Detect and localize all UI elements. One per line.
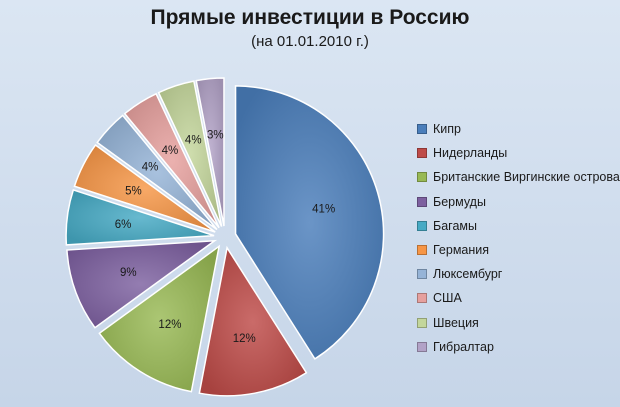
legend-item-3: Британские Виргинские острова	[417, 165, 620, 189]
legend-label-8: США	[433, 291, 462, 306]
pie-slice-7	[96, 114, 218, 231]
legend-item-5: Багамы	[417, 214, 620, 238]
slice-label-6: 5%	[125, 185, 142, 197]
slice-label-3: 12%	[158, 319, 181, 331]
chart-subtitle: (на 01.01.2010 г.)	[251, 33, 369, 50]
legend-item-10: Гибралтар	[417, 335, 620, 359]
legend-item-2: Нидерланды	[417, 141, 620, 165]
legend-swatch-3	[417, 172, 427, 183]
legend-swatch-1	[417, 124, 427, 135]
pie-slice-1	[234, 85, 385, 360]
legend-swatch-7	[417, 269, 427, 280]
legend-swatch-4	[417, 196, 427, 207]
pie-slice-9	[157, 80, 223, 227]
pie-slice-10	[195, 77, 225, 227]
legend-label-3: Британские Виргинские острова	[433, 170, 620, 185]
slice-label-1: 41%	[312, 203, 335, 215]
slice-label-9: 4%	[185, 134, 202, 146]
legend-item-6: Германия	[417, 238, 620, 262]
legend-item-7: Люксембург	[417, 262, 620, 286]
pie-slice-8	[123, 92, 220, 229]
pie-slice-4	[66, 239, 218, 329]
legend-label-4: Бермуды	[433, 194, 486, 209]
legend-item-9: Швеция	[417, 311, 620, 335]
slice-label-8: 4%	[162, 145, 179, 157]
legend-label-10: Гибралтар	[433, 339, 494, 354]
legend-item-8: США	[417, 286, 620, 310]
pie-slice-6	[73, 143, 216, 233]
chart-legend: Кипр Нидерланды Британские Виргинские остр…	[417, 117, 620, 359]
legend-swatch-9	[417, 317, 427, 328]
slice-label-2: 12%	[233, 333, 256, 345]
legend-swatch-8	[417, 293, 427, 304]
legend-label-1: Кипр	[433, 122, 461, 137]
slice-label-5: 6%	[115, 219, 132, 231]
legend-swatch-6	[417, 245, 427, 256]
legend-label-6: Германия	[433, 243, 490, 258]
legend-swatch-5	[417, 220, 427, 231]
slice-label-4: 9%	[120, 267, 137, 279]
legend-swatch-10	[417, 341, 427, 352]
legend-item-4: Бермуды	[417, 190, 620, 214]
pie-slice-3	[98, 244, 221, 393]
legend-label-9: Швеция	[433, 315, 479, 330]
slice-label-10: 3%	[207, 130, 224, 142]
legend-label-7: Люксембург	[433, 267, 503, 282]
legend-label-2: Нидерланды	[433, 146, 508, 161]
legend-label-5: Багамы	[433, 218, 477, 233]
pie-slice-2	[198, 245, 308, 397]
chart-title: Прямые инвестиции в Россию	[150, 6, 470, 29]
pie-slice-5	[65, 188, 215, 246]
slice-label-7: 4%	[142, 162, 159, 174]
legend-swatch-2	[417, 148, 427, 159]
legend-item-1: Кипр	[417, 117, 620, 141]
